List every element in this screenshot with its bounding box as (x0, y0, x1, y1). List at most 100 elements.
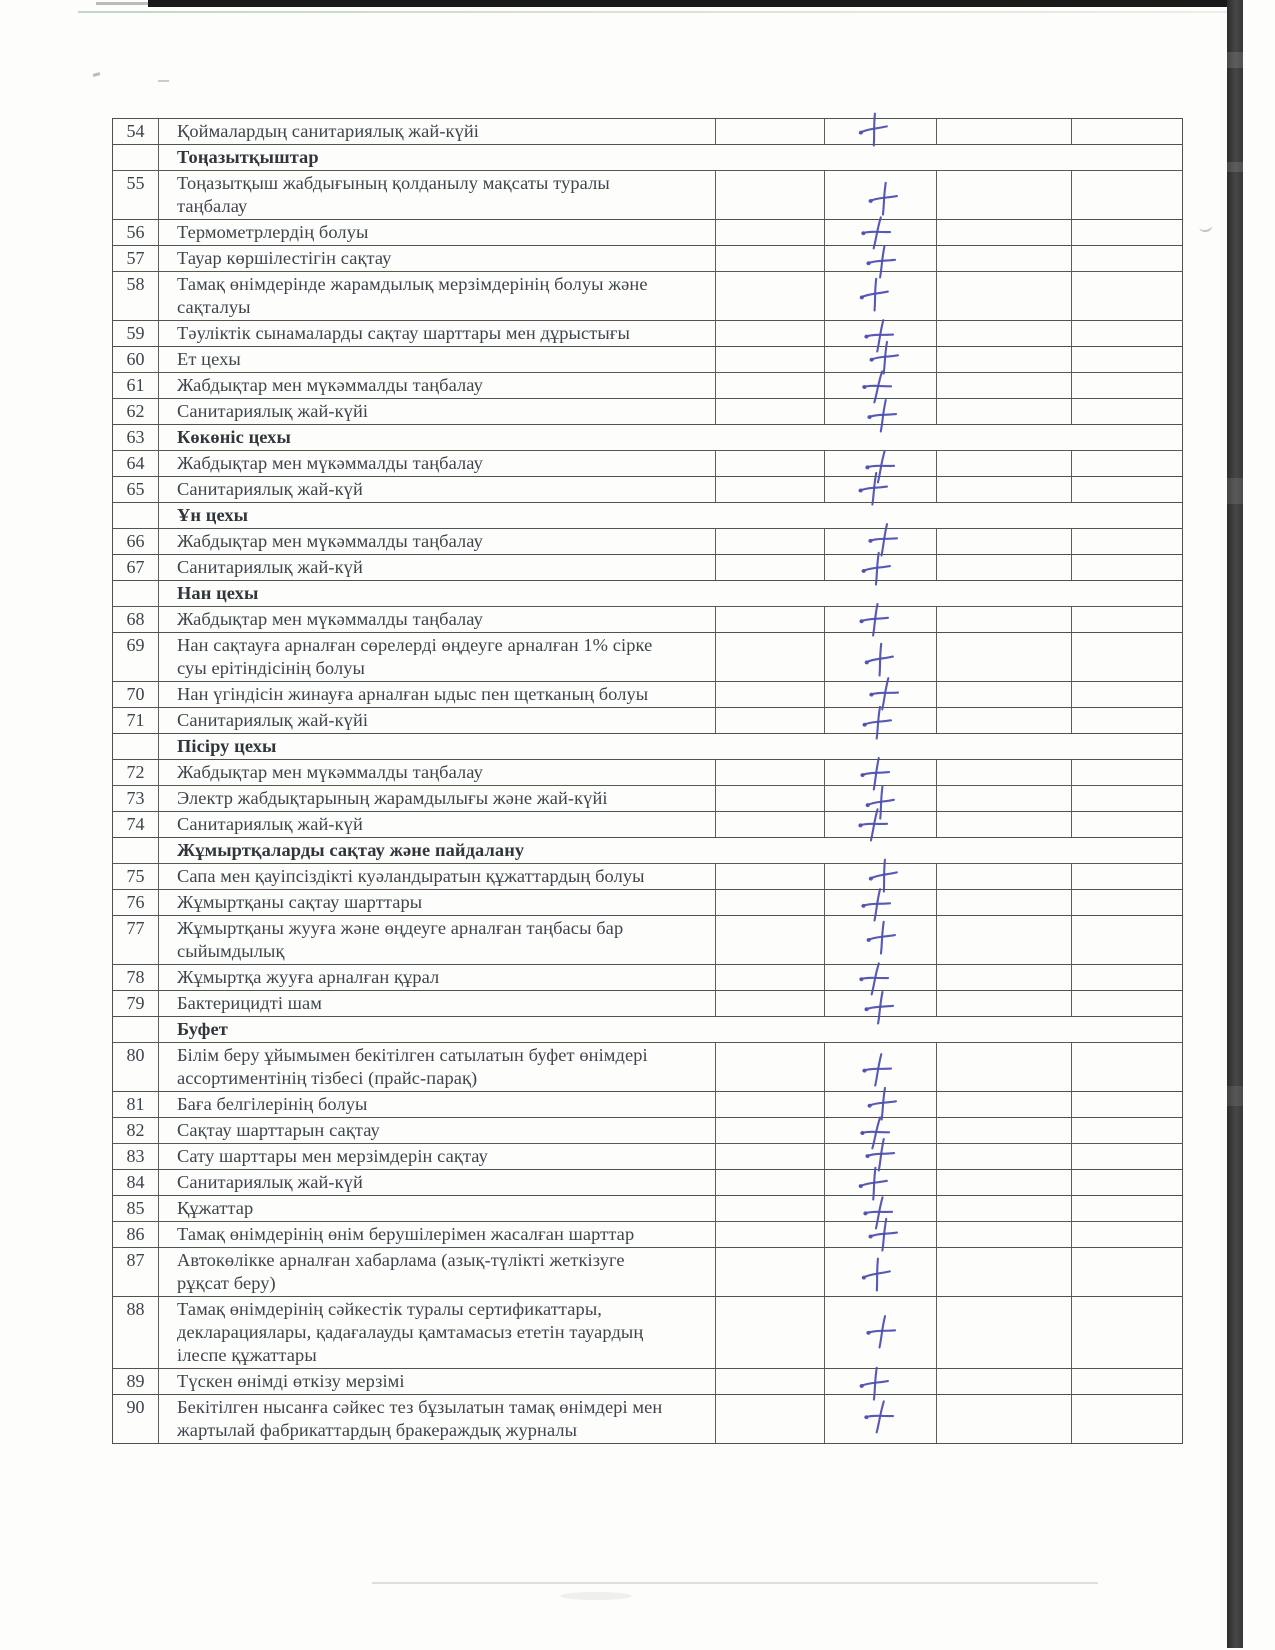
row-description-cell: Тамақ өнімдерінің сәйкестік туралы серти… (159, 1297, 716, 1368)
empty-cell (1072, 373, 1182, 398)
checkmark-cell (825, 318, 937, 352)
empty-cell (1072, 1369, 1182, 1394)
row-number-cell: 59 (113, 321, 159, 346)
row-description-cell: Жұмыртқаны сақтау шарттары (159, 890, 716, 915)
empty-cell (716, 399, 825, 424)
empty-cell (937, 220, 1072, 245)
empty-cell (1072, 451, 1182, 476)
empty-cell (1072, 477, 1182, 502)
row-number-cell: 88 (113, 1297, 159, 1368)
checkmark-cell (825, 1217, 937, 1252)
row-description-cell: Санитариялық жай-күйі (159, 399, 716, 424)
empty-cell (1072, 965, 1182, 990)
row-description-cell: Жабдықтар мен мүкәммалды таңбалау (159, 607, 716, 632)
checkmark-cell (825, 471, 937, 506)
inspection-checklist-table: 54 Қоймалардың санитариялық жай-күйі Тоңаз… (112, 112, 1183, 1444)
empty-cell (716, 991, 825, 1016)
empty-cell (1072, 321, 1182, 346)
checkmark-cell (825, 1043, 937, 1091)
table-row: 58 Тамақ өнімдерінде жарамдылық мерзімдер… (113, 271, 1182, 320)
empty-cell (937, 399, 1072, 424)
empty-cell (937, 1170, 1072, 1195)
section-title: Көкөніс цехы (177, 427, 291, 447)
empty-cell (937, 1248, 1072, 1296)
table-row: 60 Ет цехы (113, 340, 1182, 375)
empty-cell (1072, 1222, 1182, 1247)
empty-cell (1072, 682, 1182, 707)
checkmark-cell (825, 1366, 937, 1401)
plus-mark-icon (867, 1217, 898, 1252)
row-description-cell: Санитариялық жай-күй (159, 477, 716, 502)
row-number-cell: 82 (113, 1118, 159, 1143)
row-number-cell: 86 (113, 1222, 159, 1247)
section-header-row: 63 Көкөніс цехы (113, 424, 1182, 450)
scan-smudge-bottom (560, 1592, 632, 1600)
row-number-cell: 63 (113, 425, 159, 450)
empty-cell (716, 1369, 825, 1394)
checkmark-cell (825, 1137, 937, 1172)
empty-cell (716, 864, 825, 889)
empty-cell (716, 1248, 825, 1296)
checkmark-cell (825, 602, 937, 637)
plus-mark-icon (868, 181, 898, 216)
empty-cell (937, 1118, 1072, 1143)
empty-cell (1072, 812, 1182, 837)
row-number-cell: 64 (113, 451, 159, 476)
row-number-cell: 90 (113, 1395, 159, 1443)
plus-mark-icon (867, 1086, 897, 1121)
empty-cell (937, 451, 1072, 476)
empty-cell (1072, 1297, 1182, 1368)
row-number-cell: 55 (113, 171, 159, 219)
empty-cell (1072, 607, 1182, 632)
empty-cell (716, 477, 825, 502)
empty-cell (716, 812, 825, 837)
empty-cell (1072, 399, 1182, 424)
row-description-cell: Білім беру ұйымымен бекітілген сатылатын… (159, 1043, 716, 1091)
plus-mark-icon (866, 398, 897, 433)
row-number-cell: 78 (113, 965, 159, 990)
row-number-cell: 66 (113, 529, 159, 554)
empty-cell (716, 682, 825, 707)
table-row: 83 Сату шарттары мен мерзімдерін сақтау (113, 1137, 1182, 1172)
table-row: 85 Құжаттар (113, 1195, 1182, 1229)
empty-cell (716, 529, 825, 554)
table-row: 57 Тауар көршілестігін сақтау (113, 244, 1182, 279)
checkmark-cell (825, 1115, 937, 1149)
row-number-cell (113, 734, 159, 759)
checkmark-cell (825, 449, 937, 483)
table-row: 81 Баға белгілерінің болуы (113, 1086, 1182, 1121)
empty-cell (937, 633, 1072, 681)
empty-cell (716, 555, 825, 580)
empty-cell (716, 965, 825, 990)
row-number-cell: 61 (113, 373, 159, 398)
plus-mark-icon (864, 449, 895, 483)
scan-bar-right (1227, 0, 1243, 1648)
row-number-cell: 56 (113, 220, 159, 245)
plus-mark-icon (859, 1366, 889, 1401)
empty-cell (716, 321, 825, 346)
empty-cell (937, 1297, 1072, 1368)
plus-mark-icon (858, 112, 888, 147)
empty-cell (937, 786, 1072, 811)
row-number-cell: 62 (113, 399, 159, 424)
empty-cell (937, 760, 1072, 785)
empty-cell (1072, 555, 1182, 580)
checkmark-cell (825, 785, 937, 820)
checkmark-cell (825, 705, 937, 740)
empty-cell (716, 1297, 825, 1368)
table-row: 77 Жұмыртқаны жууға және өңдеуге арналған… (113, 915, 1182, 964)
table-row: 62 Санитариялық жай-күйі (113, 398, 1182, 433)
empty-cell (1072, 347, 1182, 372)
empty-cell (1072, 1144, 1182, 1169)
empty-cell (937, 555, 1072, 580)
row-description-cell: Тәуліктік сынамаларды сақтау шарттары ме… (159, 321, 716, 346)
plus-mark-icon (859, 756, 890, 791)
empty-cell (937, 682, 1072, 707)
empty-cell (1072, 119, 1182, 144)
scan-line-top (78, 11, 1236, 13)
empty-cell (1072, 529, 1182, 554)
empty-cell (716, 272, 825, 320)
empty-cell (937, 119, 1072, 144)
checkmark-cell (825, 398, 937, 433)
scan-squiggle (1198, 220, 1213, 233)
